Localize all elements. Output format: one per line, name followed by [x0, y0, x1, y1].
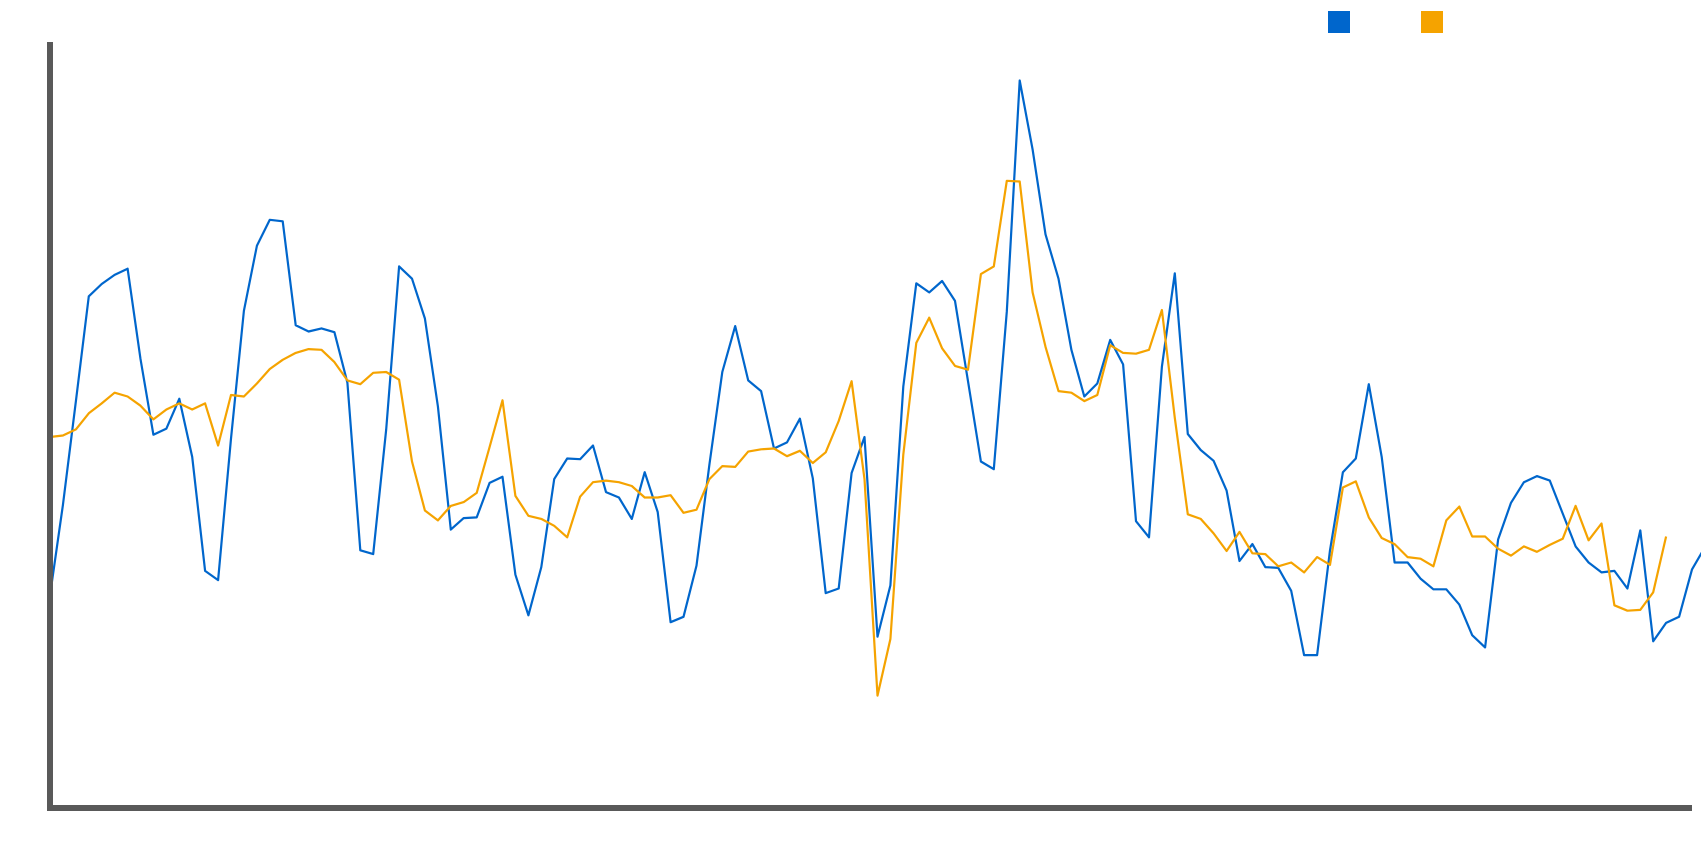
- series-line-1: [48, 79, 1701, 657]
- axes: [47, 42, 1692, 811]
- series-line-2: [49, 179, 1668, 697]
- legend-swatch-2: [1421, 11, 1443, 33]
- legend-swatch-1: [1328, 11, 1350, 33]
- legend: [1328, 11, 1443, 33]
- series-group: [48, 79, 1701, 697]
